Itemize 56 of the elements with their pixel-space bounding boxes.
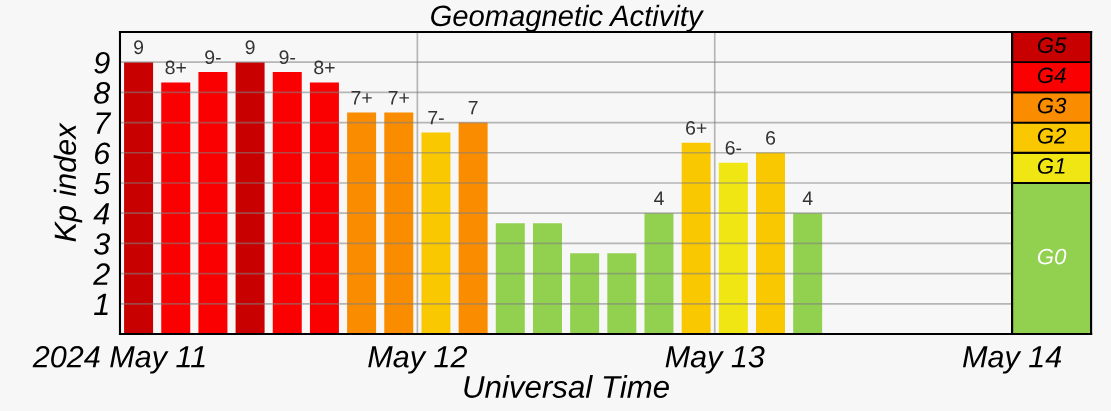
- bar: [644, 213, 674, 335]
- data-label: 9-: [279, 50, 296, 65]
- data-label: 4: [654, 191, 664, 205]
- x-tick-label: May 12: [368, 345, 468, 374]
- y-tick-label: 4: [93, 203, 110, 225]
- bar: [495, 223, 525, 335]
- bar: [681, 142, 711, 335]
- bar: [421, 132, 451, 335]
- bar: [124, 62, 154, 335]
- bar: [570, 253, 600, 335]
- bar: [756, 152, 785, 335]
- y-tick-label: 1: [94, 293, 108, 315]
- data-label: 8+: [165, 60, 186, 75]
- series-label: G2: [1037, 127, 1067, 144]
- data-label: 9: [134, 40, 144, 55]
- bar: [793, 213, 823, 335]
- data-label: 7+: [351, 91, 372, 105]
- bar: [607, 253, 637, 335]
- series-label: G0: [1037, 248, 1067, 265]
- series-label: G4: [1037, 67, 1066, 84]
- y-tick-label: 6: [94, 142, 111, 165]
- x-axis-title: Universal Time: [464, 375, 669, 398]
- bar: [458, 122, 488, 335]
- data-label: 6-: [725, 140, 742, 155]
- bar: [309, 82, 339, 335]
- data-label: 7+: [388, 91, 409, 105]
- chart-title: Geomagnetic Activity: [431, 4, 704, 32]
- data-label: 9-: [205, 50, 221, 65]
- y-tick-label: 5: [93, 173, 111, 195]
- x-tick-label: May 13: [665, 345, 765, 374]
- y-tick-label: 9: [94, 51, 110, 74]
- data-label: 4: [802, 191, 813, 205]
- bar: [532, 223, 562, 335]
- bar: [161, 82, 191, 335]
- series-label: G1: [1037, 158, 1065, 174]
- y-tick-label: 3: [93, 233, 110, 255]
- bar: [272, 72, 302, 335]
- data-label: 6+: [686, 121, 707, 135]
- data-label: 7-: [428, 110, 444, 125]
- bar: [384, 112, 414, 335]
- data-label: 6: [766, 130, 776, 145]
- data-label: 8+: [314, 60, 335, 75]
- y-tick-label: 7: [96, 112, 112, 134]
- x-tick-label: 2024 May 11: [32, 345, 205, 374]
- data-label: 9: [245, 40, 255, 55]
- series-label: G5: [1037, 37, 1067, 53]
- bar: [198, 72, 228, 335]
- y-axis-title: Kp index: [53, 122, 83, 242]
- y-tick-label: 8: [94, 82, 111, 104]
- y-tick-label: 2: [93, 263, 110, 285]
- bar: [347, 112, 377, 335]
- data-label: 7: [468, 100, 478, 115]
- bar: [718, 162, 748, 335]
- bar: [235, 62, 265, 335]
- series-label: G3: [1037, 97, 1067, 114]
- x-tick-label: May 14: [962, 346, 1062, 374]
